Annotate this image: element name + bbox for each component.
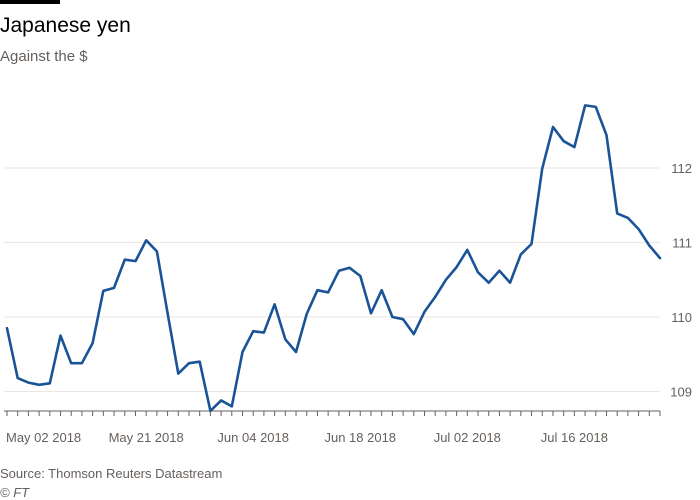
y-axis-labels: 109 110 111 112 xyxy=(670,161,692,400)
top-accent-bar xyxy=(0,0,60,4)
gridlines xyxy=(4,167,660,392)
source-note: Source: Thomson Reuters Datastream xyxy=(0,466,223,481)
chart-subtitle: Against the $ xyxy=(0,48,88,65)
y-tick-label-112: 112 xyxy=(671,161,692,176)
y-tick-label-109: 109 xyxy=(670,385,692,400)
y-tick-label-110: 110 xyxy=(671,310,692,325)
chart-title: Japanese yen xyxy=(0,14,131,37)
line-chart: 109 110 111 112 May 02 2018 May 21 2018 Jun 0… xyxy=(4,104,692,445)
x-tick-label: Jul 02 2018 xyxy=(434,430,501,445)
copyright-note: © FT xyxy=(0,485,30,500)
series-layer xyxy=(5,104,662,413)
series-line-yen xyxy=(5,104,662,413)
x-tick-label: May 21 2018 xyxy=(109,430,184,445)
x-tick-label: Jun 04 2018 xyxy=(217,430,289,445)
x-axis-labels: May 02 2018 May 21 2018 Jun 04 2018 Jun 18 … xyxy=(6,430,608,445)
x-axis xyxy=(4,410,661,416)
x-tick-label: May 02 2018 xyxy=(6,430,81,445)
x-tick-label: Jun 18 2018 xyxy=(324,430,396,445)
y-tick-label-111: 111 xyxy=(672,236,692,251)
x-tick-label: Jul 16 2018 xyxy=(541,430,608,445)
